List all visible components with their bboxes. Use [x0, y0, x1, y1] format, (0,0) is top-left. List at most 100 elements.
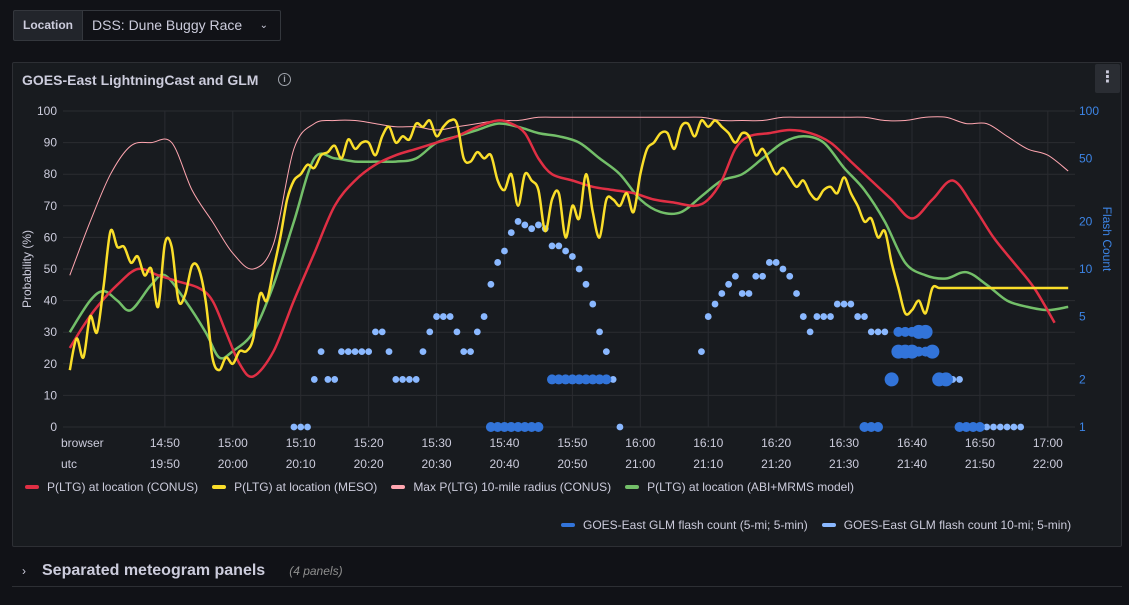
- x-tick-label-utc: 21:10: [693, 457, 723, 471]
- y-tick-label: 30: [44, 325, 58, 339]
- legend-item[interactable]: P(LTG) at location (MESO): [212, 480, 377, 494]
- glm-10mi-point: [297, 423, 305, 431]
- glm-10mi-point: [861, 313, 868, 320]
- glm-10mi-point: [752, 272, 760, 280]
- x-tick-label-utc: 19:50: [150, 457, 180, 471]
- glm-10mi-point: [494, 259, 502, 266]
- glm-10mi-point: [616, 423, 624, 431]
- glm-10mi-point: [467, 348, 474, 356]
- legend-item[interactable]: GOES-East GLM flash count 10-mi; 5-min): [821, 518, 1071, 532]
- legend-item[interactable]: P(LTG) at location (ABI+MRMS model): [625, 480, 854, 494]
- legend-item[interactable]: Max P(LTG) 10-mile radius (CONUS): [391, 480, 611, 494]
- glm-10mi-point: [956, 376, 963, 383]
- glm-10mi-point: [827, 313, 834, 320]
- x-tick-label-utc: 20:30: [422, 457, 452, 471]
- glm-10mi-point: [501, 247, 508, 255]
- glm-10mi-point: [358, 348, 366, 356]
- glm-5mi-point: [533, 422, 544, 432]
- glm-10mi-point: [365, 348, 373, 356]
- row-separated-meteograms[interactable]: › Separated meteogram panels (4 panels): [12, 556, 1122, 587]
- panel-title[interactable]: GOES-East LightningCast and GLM: [22, 72, 259, 88]
- legend-label: P(LTG) at location (ABI+MRMS model): [647, 480, 854, 494]
- glm-10mi-point: [833, 300, 841, 308]
- legend-swatch: [212, 485, 227, 489]
- y-tick-label: 60: [44, 230, 58, 244]
- glm-10mi-point: [602, 348, 610, 356]
- glm-10mi-point: [718, 290, 726, 297]
- legend-item[interactable]: GOES-East GLM flash count (5-mi; 5-min): [561, 518, 808, 532]
- glm-10mi-point: [698, 348, 705, 356]
- glm-10mi-point: [854, 313, 862, 320]
- y2-tick-label: 100: [1079, 104, 1099, 118]
- location-label: Location: [13, 10, 82, 41]
- glm-5mi-point-large: [925, 344, 940, 359]
- glm-5mi-point: [974, 422, 985, 432]
- tz-label-browser: browser: [61, 436, 104, 450]
- glm-10mi-point: [399, 376, 406, 383]
- glm-10mi-point: [983, 423, 991, 431]
- glm-10mi-point: [446, 313, 454, 320]
- x-tick-label-local: 14:50: [150, 436, 180, 450]
- y-tick-label: 40: [44, 294, 58, 308]
- glm-10mi-point: [562, 247, 570, 255]
- info-icon[interactable]: i: [278, 73, 291, 86]
- lightning-panel: GOES-East LightningCast and GLM i ⋮ 0 10 2…: [12, 62, 1122, 547]
- glm-10mi-point: [317, 348, 325, 356]
- panel-menu-button[interactable]: ⋮: [1095, 64, 1120, 93]
- lightning-chart: 0 10 20 30 40 50 60 70 80 90 100 14:50 19:50 15:00 20:…: [20, 104, 1114, 471]
- x-tick-label-utc: 21:30: [829, 457, 859, 471]
- glm-10mi-point: [1010, 423, 1018, 431]
- x-tick-label-local: 16:40: [897, 436, 927, 450]
- row-panel-count: (4 panels): [289, 564, 343, 578]
- y-tick-label: 70: [44, 199, 58, 213]
- glm-10mi-point: [426, 328, 434, 336]
- glm-10mi-point: [711, 300, 719, 308]
- location-variable: Location DSS: Dune Buggy Race ⌄: [13, 10, 281, 41]
- glm-10mi-point: [514, 218, 522, 225]
- legend-label: GOES-East GLM flash count (5-mi; 5-min): [583, 518, 808, 532]
- glm-10mi-point: [867, 328, 875, 336]
- series-line: [68, 122, 1069, 360]
- glm-10mi-point: [596, 328, 603, 336]
- glm-10mi-point: [990, 423, 997, 431]
- y2-tick-label: 20: [1079, 214, 1093, 228]
- x-tick-label-local: 15:20: [354, 436, 384, 450]
- y2-tick-label: 1: [1079, 420, 1086, 434]
- y-tick-label: 0: [50, 420, 57, 434]
- glm-10mi-point: [372, 328, 379, 336]
- glm-10mi-point: [324, 376, 332, 383]
- location-select[interactable]: DSS: Dune Buggy Race ⌄: [82, 10, 281, 41]
- glm-10mi-point: [385, 348, 393, 356]
- glm-5mi-point: [873, 422, 884, 432]
- glm-10mi-point: [460, 348, 468, 356]
- glm-5mi-point-large: [904, 344, 919, 359]
- y-tick-label: 50: [44, 262, 58, 276]
- x-tick-label-local: 15:30: [422, 436, 452, 450]
- glm-10mi-point: [738, 290, 746, 297]
- series-line: [68, 119, 1056, 378]
- glm-10mi-point: [996, 423, 1004, 431]
- legend-swatch: [625, 485, 640, 489]
- glm-10mi-point: [419, 348, 427, 356]
- location-value: DSS: Dune Buggy Race: [92, 17, 243, 33]
- x-tick-label-utc: 21:50: [965, 457, 995, 471]
- glm-10mi-point: [378, 328, 386, 336]
- x-tick-label-utc: 21:00: [625, 457, 655, 471]
- x-tick-label-utc: 20:50: [557, 457, 587, 471]
- x-tick-label-utc: 20:40: [489, 457, 519, 471]
- x-tick-label-local: 15:00: [218, 436, 248, 450]
- x-tick-label-local: 16:10: [693, 436, 723, 450]
- glm-10mi-point: [589, 300, 597, 308]
- y-tick-label: 10: [44, 388, 58, 402]
- x-tick-label-local: 15:10: [286, 436, 316, 450]
- y-axis-label: Probability (%): [20, 230, 34, 308]
- series-line: [68, 118, 1069, 372]
- x-tick-label-local: 16:00: [625, 436, 655, 450]
- y2-tick-label: 50: [1079, 152, 1093, 166]
- legend-label: Max P(LTG) 10-mile radius (CONUS): [413, 480, 612, 494]
- legend-label: P(LTG) at location (CONUS): [47, 480, 199, 494]
- glm-5mi-point-large: [884, 372, 899, 387]
- glm-10mi-point: [433, 313, 440, 320]
- legend-item[interactable]: P(LTG) at location (CONUS): [25, 480, 198, 494]
- glm-10mi-point: [575, 265, 583, 273]
